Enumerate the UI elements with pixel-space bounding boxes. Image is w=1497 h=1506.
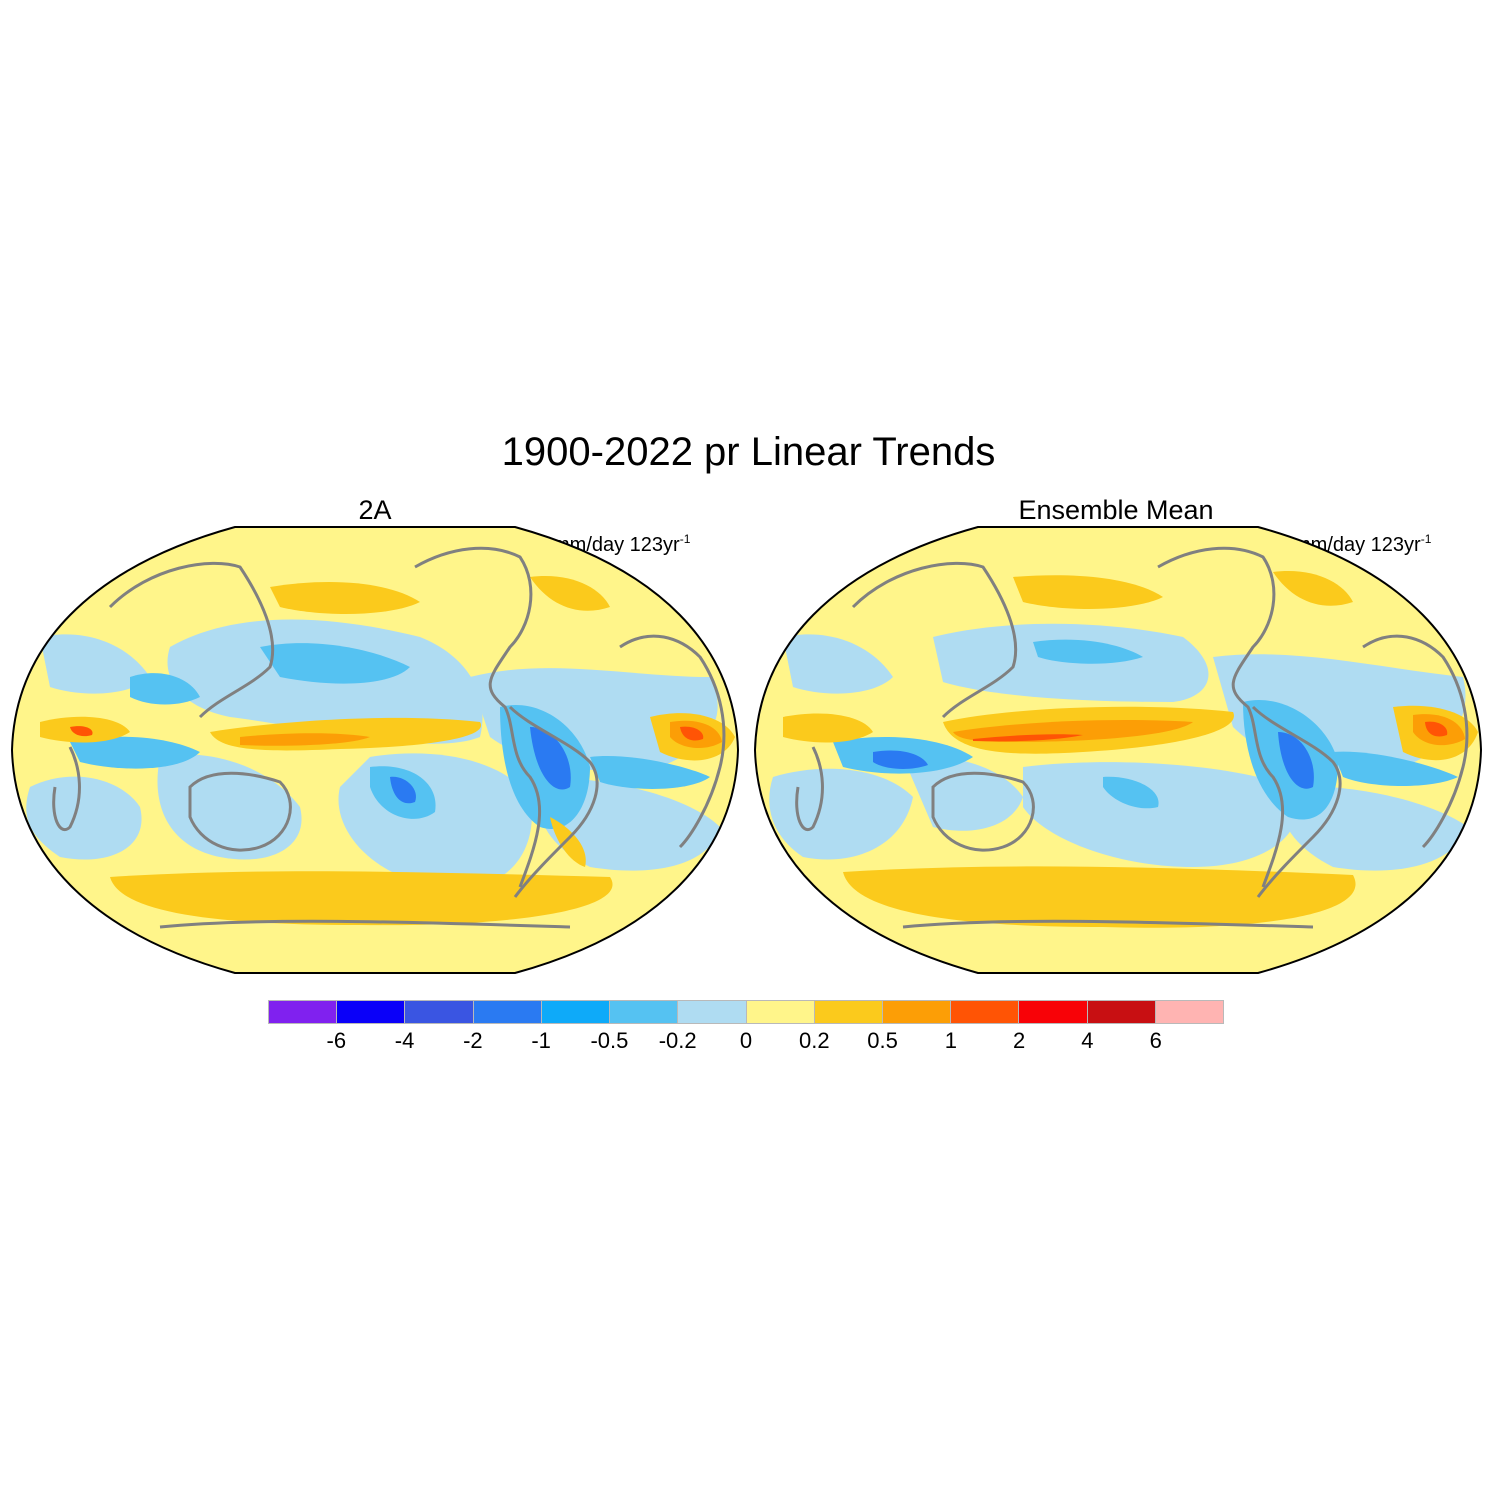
colorbar-cell xyxy=(1018,1000,1087,1024)
colorbar xyxy=(268,1000,1225,1024)
colorbar-cell xyxy=(472,1000,541,1024)
colorbar-cell xyxy=(336,1000,405,1024)
colorbar-cell xyxy=(609,1000,678,1024)
map-border-ensemble-mean xyxy=(753,526,1483,974)
colorbar-cell xyxy=(1154,1000,1225,1024)
colorbar-cell xyxy=(404,1000,473,1024)
precip-field-ensemble-mean xyxy=(755,527,1481,973)
map-panel-ensemble-mean xyxy=(753,526,1483,974)
map-panel-2a xyxy=(10,526,740,974)
colorbar-tick-label: 2 xyxy=(1013,1028,1026,1053)
colorbar-tick-label: -2 xyxy=(463,1028,483,1053)
colorbar-tick-label: 0.2 xyxy=(798,1028,830,1053)
colorbar-tick-label: 1 xyxy=(944,1028,957,1053)
coastlines-ensemble-mean xyxy=(795,546,1469,929)
colorbar-cell xyxy=(813,1000,882,1024)
panel-title-ensemble-mean: Ensemble Mean xyxy=(1018,495,1214,525)
colorbar-tick-label: -0.5 xyxy=(590,1028,629,1053)
colorbar-tick-label: 6 xyxy=(1149,1028,1162,1053)
colorbar-cell xyxy=(540,1000,610,1024)
colorbar-tick-label: -0.2 xyxy=(658,1028,697,1053)
precip-field-2a xyxy=(12,527,738,973)
colorbar-tick-label: -1 xyxy=(531,1028,551,1053)
colorbar-cell xyxy=(881,1000,951,1024)
coastlines-2a xyxy=(52,546,726,929)
colorbar-tick-label: 0.5 xyxy=(867,1028,898,1053)
colorbar-cell xyxy=(745,1000,814,1024)
colorbar-tick-label: -6 xyxy=(326,1028,347,1053)
map-border-2a xyxy=(10,526,740,974)
colorbar-cell xyxy=(677,1000,746,1024)
panel-title-2a: 2A xyxy=(358,495,392,525)
colorbar-tick-label: 4 xyxy=(1081,1028,1094,1053)
colorbar-tick-label: 0 xyxy=(739,1028,753,1053)
colorbar-tick-label: -4 xyxy=(394,1028,415,1053)
chart-title: 1900-2022 pr Linear Trends xyxy=(501,430,996,474)
colorbar-cell xyxy=(1086,1000,1155,1024)
colorbar-cell xyxy=(950,1000,1019,1024)
colorbar-cell xyxy=(268,1000,337,1024)
